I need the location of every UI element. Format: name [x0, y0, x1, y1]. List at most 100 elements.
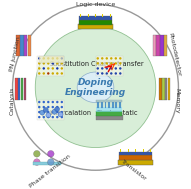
Circle shape	[43, 106, 45, 108]
FancyBboxPatch shape	[16, 35, 20, 56]
FancyBboxPatch shape	[118, 160, 153, 165]
Bar	[110, 14, 111, 17]
FancyBboxPatch shape	[18, 78, 20, 100]
Circle shape	[48, 150, 54, 157]
Circle shape	[38, 101, 40, 103]
Text: Catalysis: Catalysis	[10, 87, 15, 115]
FancyBboxPatch shape	[162, 78, 164, 100]
Bar	[112, 102, 113, 108]
FancyBboxPatch shape	[153, 35, 156, 56]
Circle shape	[56, 101, 58, 103]
FancyBboxPatch shape	[164, 35, 167, 56]
Text: Intercalation: Intercalation	[49, 110, 91, 116]
FancyBboxPatch shape	[24, 35, 28, 56]
Bar	[96, 111, 122, 116]
FancyBboxPatch shape	[21, 78, 23, 100]
FancyBboxPatch shape	[79, 16, 112, 20]
FancyBboxPatch shape	[119, 155, 152, 160]
FancyBboxPatch shape	[156, 35, 160, 56]
Bar	[96, 107, 122, 112]
Circle shape	[101, 62, 104, 65]
Circle shape	[61, 116, 63, 118]
Circle shape	[35, 27, 156, 148]
Circle shape	[43, 62, 45, 65]
Circle shape	[58, 112, 63, 117]
Circle shape	[96, 57, 99, 60]
Circle shape	[43, 111, 45, 113]
Circle shape	[43, 116, 45, 118]
Circle shape	[52, 106, 54, 108]
Circle shape	[115, 57, 117, 60]
Circle shape	[33, 150, 40, 157]
Circle shape	[106, 67, 108, 70]
Bar	[120, 149, 121, 152]
FancyBboxPatch shape	[119, 152, 152, 155]
Circle shape	[96, 67, 99, 70]
Circle shape	[119, 62, 121, 65]
FancyBboxPatch shape	[20, 35, 24, 56]
Circle shape	[119, 67, 121, 70]
Circle shape	[119, 57, 121, 60]
Circle shape	[61, 72, 63, 75]
Circle shape	[46, 113, 51, 118]
FancyBboxPatch shape	[37, 100, 64, 120]
Circle shape	[43, 67, 45, 70]
Circle shape	[56, 72, 58, 75]
FancyBboxPatch shape	[160, 35, 164, 56]
Circle shape	[47, 111, 49, 113]
Circle shape	[106, 62, 108, 65]
Circle shape	[56, 106, 58, 108]
Circle shape	[101, 67, 104, 70]
Circle shape	[106, 57, 108, 60]
Circle shape	[38, 106, 40, 108]
Text: PN junction: PN junction	[9, 36, 21, 72]
Text: Substitution: Substitution	[50, 61, 90, 67]
FancyBboxPatch shape	[39, 56, 64, 63]
FancyBboxPatch shape	[96, 56, 123, 76]
Circle shape	[101, 72, 104, 75]
FancyBboxPatch shape	[23, 78, 26, 100]
Bar	[96, 100, 122, 102]
Circle shape	[106, 72, 108, 75]
FancyBboxPatch shape	[15, 78, 18, 100]
Circle shape	[96, 62, 99, 65]
Circle shape	[47, 57, 49, 60]
Circle shape	[33, 159, 40, 165]
Circle shape	[47, 67, 49, 70]
FancyBboxPatch shape	[28, 35, 31, 56]
Circle shape	[52, 62, 54, 65]
Text: Logic device: Logic device	[76, 2, 115, 7]
Circle shape	[55, 107, 60, 112]
Circle shape	[48, 159, 54, 165]
Circle shape	[52, 67, 54, 70]
Circle shape	[52, 101, 54, 103]
FancyBboxPatch shape	[165, 78, 168, 100]
FancyBboxPatch shape	[79, 20, 112, 25]
Circle shape	[52, 57, 54, 60]
FancyBboxPatch shape	[159, 78, 162, 100]
Circle shape	[56, 62, 58, 65]
Bar	[135, 149, 136, 152]
Circle shape	[110, 62, 112, 65]
Circle shape	[43, 72, 45, 75]
Circle shape	[115, 67, 117, 70]
FancyBboxPatch shape	[37, 56, 64, 76]
Circle shape	[56, 111, 58, 113]
Bar	[95, 14, 96, 17]
Circle shape	[110, 67, 112, 70]
Circle shape	[52, 116, 54, 118]
Circle shape	[96, 72, 99, 75]
Circle shape	[56, 57, 58, 60]
Bar	[80, 14, 81, 17]
Circle shape	[38, 72, 40, 75]
Bar	[128, 149, 129, 152]
Bar	[87, 14, 89, 17]
Circle shape	[43, 108, 48, 112]
Circle shape	[119, 72, 121, 75]
FancyBboxPatch shape	[33, 162, 61, 165]
Circle shape	[47, 62, 49, 65]
Bar	[96, 115, 123, 120]
Circle shape	[110, 57, 112, 60]
Circle shape	[115, 62, 117, 65]
Circle shape	[47, 106, 49, 108]
